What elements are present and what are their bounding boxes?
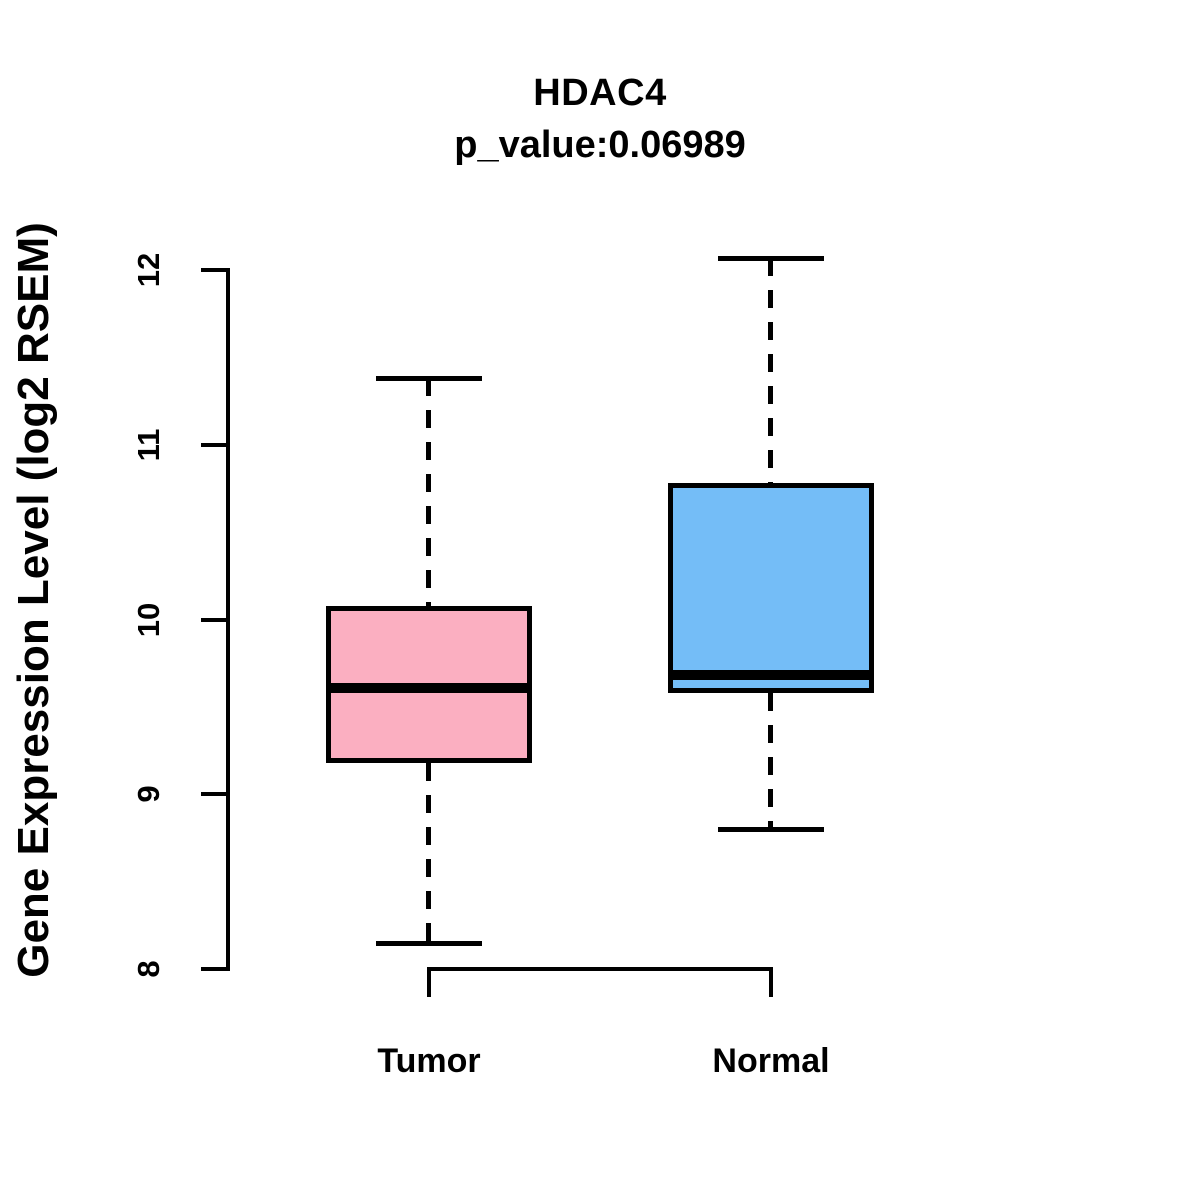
normal-box <box>668 483 874 693</box>
x-label-normal: Normal <box>712 1042 830 1080</box>
y-tick-label: 12 <box>131 252 166 288</box>
tumor-lower-whisker-cap <box>376 940 482 946</box>
tumor-upper-whisker-stem <box>426 378 431 606</box>
y-axis-label: Gene Expression Level (log2 RSEM) <box>9 222 58 978</box>
y-axis-tick <box>201 967 230 971</box>
normal-lower-whisker-stem <box>768 692 773 830</box>
tumor-median-line <box>326 682 532 693</box>
normal-median-line <box>668 670 874 681</box>
normal-upper-whisker-cap <box>718 255 824 261</box>
x-axis-bracket <box>427 967 773 997</box>
y-axis-tick <box>201 268 230 272</box>
normal-lower-whisker-cap <box>718 827 824 833</box>
normal-upper-whisker-stem <box>768 257 773 484</box>
y-tick-label: 8 <box>131 960 166 978</box>
tumor-upper-whisker-cap <box>376 376 482 382</box>
x-label-tumor: Tumor <box>377 1042 481 1080</box>
chart-title: HDAC4 <box>533 72 667 114</box>
y-tick-label: 9 <box>131 785 166 803</box>
y-axis-tick <box>201 617 230 622</box>
y-tick-label: 10 <box>131 602 166 637</box>
y-tick-label: 11 <box>131 428 166 462</box>
y-axis-tick <box>201 442 230 447</box>
tumor-lower-whisker-stem <box>426 762 431 943</box>
y-axis-tick <box>201 792 230 797</box>
chart-subtitle: p_value:0.06989 <box>454 124 746 166</box>
